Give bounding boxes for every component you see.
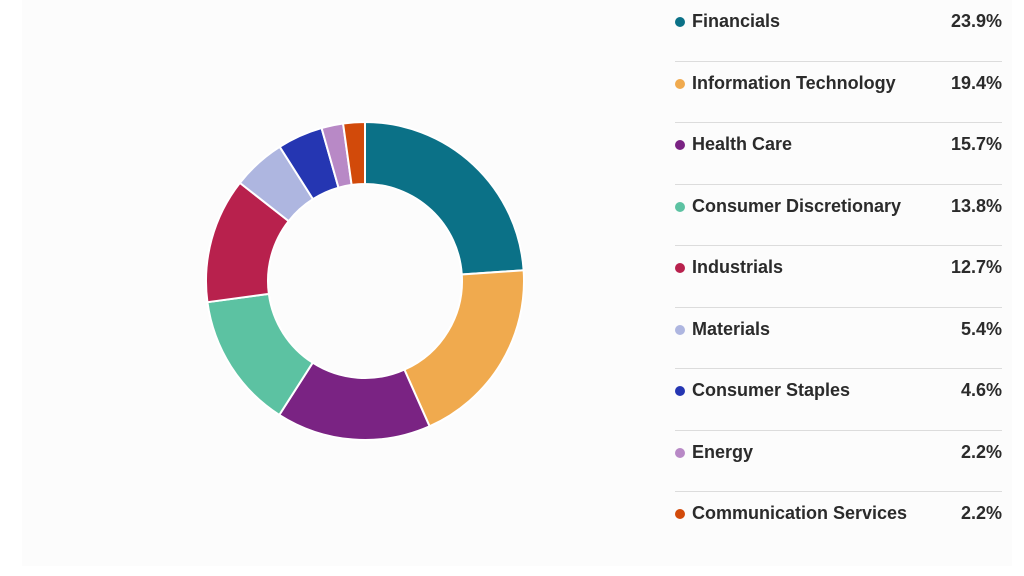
- legend-label: Communication Services: [692, 503, 908, 523]
- legend-item-financials: Financials 23.9%: [675, 0, 1002, 62]
- legend-dot-icon: [675, 140, 685, 150]
- legend-dot-icon: [675, 509, 685, 519]
- legend-value: 15.7%: [950, 134, 1002, 154]
- legend-dot-icon: [675, 324, 685, 335]
- legend-value: 2.2%: [960, 441, 1002, 462]
- donut-chart: [205, 120, 525, 441]
- legend-value: 23.9%: [950, 11, 1002, 31]
- legend-label: Materials: [692, 318, 771, 339]
- chart-card: Financials 23.9% Information Technology 19.…: [22, 0, 1012, 566]
- legend-item-communication-services: Communication Services 2.2%: [675, 492, 1002, 554]
- legend: Financials 23.9% Information Technology 19.…: [675, 0, 1002, 554]
- legend-dot-icon: [675, 78, 685, 89]
- legend-dot-icon: [675, 447, 685, 458]
- legend-item-consumer-staples: Consumer Staples 4.6%: [675, 369, 1002, 431]
- legend-value: 2.2%: [960, 503, 1002, 523]
- legend-label: Information Technology: [692, 72, 896, 93]
- legend-item-health-care: Health Care 15.7%: [675, 123, 1002, 185]
- slice-communication-services[interactable]: [341, 120, 366, 187]
- legend-label: Health Care: [692, 134, 793, 154]
- legend-label: Financials: [692, 11, 781, 31]
- legend-dot-icon: [675, 17, 685, 27]
- legend-dot-icon: [675, 201, 685, 212]
- legend-label: Consumer Discretionary: [692, 195, 902, 216]
- legend-item-consumer-discretionary: Consumer Discretionary 13.8%: [675, 185, 1002, 246]
- legend-item-industrials: Industrials 12.7%: [675, 246, 1002, 308]
- legend-item-materials: Materials 5.4%: [675, 308, 1002, 369]
- slice-financials[interactable]: [364, 120, 525, 276]
- legend-label: Consumer Staples: [692, 380, 851, 400]
- legend-item-information-technology: Information Technology 19.4%: [675, 62, 1002, 123]
- legend-label: Energy: [692, 441, 754, 462]
- legend-dot-icon: [675, 386, 685, 396]
- legend-dot-icon: [675, 263, 685, 273]
- legend-value: 4.6%: [960, 380, 1002, 400]
- legend-value: 13.8%: [950, 195, 1002, 216]
- legend-value: 5.4%: [960, 318, 1002, 339]
- slice-information-technology[interactable]: [403, 269, 525, 428]
- legend-label: Industrials: [692, 257, 784, 277]
- legend-value: 19.4%: [950, 72, 1002, 93]
- legend-item-energy: Energy 2.2%: [675, 431, 1002, 492]
- legend-value: 12.7%: [950, 257, 1002, 277]
